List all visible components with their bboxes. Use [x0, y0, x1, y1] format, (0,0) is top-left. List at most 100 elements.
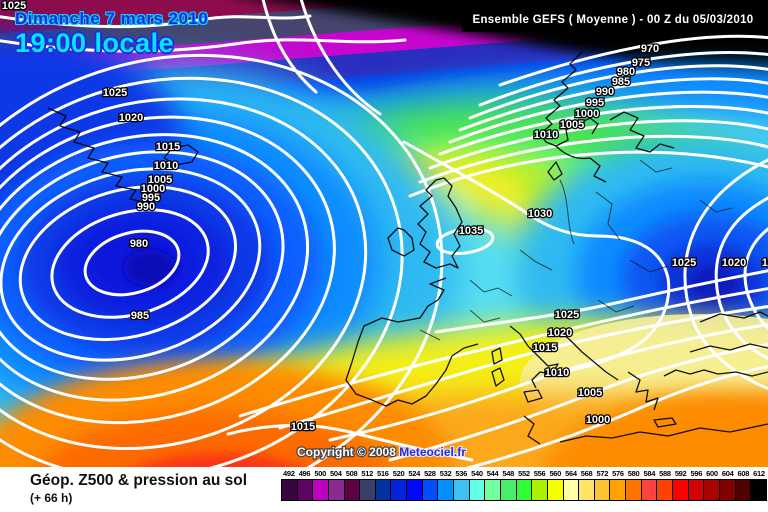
scale-value: 508	[345, 469, 358, 478]
scale-value: 544	[486, 469, 499, 478]
scale-swatch	[641, 480, 657, 500]
scale-swatch	[391, 480, 407, 500]
isobar-label: 975	[632, 57, 650, 69]
isobar-label: 1000	[141, 183, 165, 195]
scale-value: 516	[377, 469, 389, 478]
isobar-label: 990	[137, 201, 155, 213]
scale-value: 556	[533, 469, 546, 478]
scale-values-row: 492 496 500 504 508 512 516 520 524 528 532 536 540 5…	[281, 469, 767, 478]
map-area: 1025 1025 1020 1015 1010 1005 1000 995 990 980 985…	[0, 0, 768, 467]
scale-value: 528	[424, 469, 436, 478]
scale-value: 580	[627, 469, 640, 478]
isobar-label: 1020	[722, 257, 746, 269]
scale-value: 564	[565, 469, 577, 478]
isobar-label: 1020	[119, 112, 143, 124]
isobar-label: 970	[641, 43, 659, 55]
isobar-label: 1020	[548, 327, 572, 339]
isobar-label: 1030	[528, 208, 552, 220]
color-scale: 492 496 500 504 508 512 516 520 524 528 532 536 540 5…	[281, 469, 767, 501]
scale-swatch	[375, 480, 391, 500]
scale-value: 560	[549, 469, 562, 478]
scale-value: 612	[753, 469, 765, 478]
scale-swatch	[532, 480, 547, 500]
isobar-label: 1010	[534, 129, 558, 141]
scale-value: 600	[706, 469, 718, 478]
weather-map: 1025102510201015101010051000995990980985…	[0, 0, 768, 467]
isobar-label: 1015	[533, 342, 557, 354]
isobar-label: 1015	[762, 257, 768, 269]
scale-value: 524	[408, 469, 421, 478]
isobar-label: 1025	[103, 87, 127, 99]
isobar-label: 1005	[578, 387, 602, 399]
isobar-label: 990	[596, 86, 614, 98]
isobar-label: 980	[130, 238, 148, 250]
scale-value: 532	[439, 469, 452, 478]
scale-value: 592	[674, 469, 687, 478]
scale-swatch	[313, 480, 328, 500]
scale-value: 540	[471, 469, 483, 478]
scale-swatch	[469, 480, 485, 500]
scale-value: 608	[737, 469, 750, 478]
scale-value: 536	[455, 469, 468, 478]
scale-value: 492	[283, 469, 295, 478]
isobar-label: 1035	[459, 225, 483, 237]
scale-value: 596	[690, 469, 703, 478]
scale-value: 520	[392, 469, 405, 478]
scale-swatch	[688, 480, 704, 500]
scale-swatch	[547, 480, 563, 500]
scale-swatch	[407, 480, 422, 500]
scale-swatch	[704, 480, 719, 500]
scale-value: 500	[314, 469, 326, 478]
scale-swatch	[673, 480, 688, 500]
scale-value: 496	[298, 469, 311, 478]
scale-swatch	[594, 480, 610, 500]
scale-value: 576	[612, 469, 624, 478]
isobar-label: 1025	[672, 257, 696, 269]
isobar-label: 1000	[586, 414, 610, 426]
scale-value: 552	[518, 469, 530, 478]
scale-value: 588	[659, 469, 671, 478]
scale-swatch	[328, 480, 344, 500]
scale-swatch	[422, 480, 438, 500]
copyright-prefix: Copyright © 2008	[297, 445, 399, 459]
scale-swatch	[485, 480, 500, 500]
scale-swatch	[751, 480, 766, 500]
isobar-label: 985	[131, 310, 149, 322]
scale-swatch	[719, 480, 735, 500]
isobar-label: 1025	[555, 309, 579, 321]
isobar-label: 1010	[154, 160, 178, 172]
scale-value: 572	[596, 469, 609, 478]
isobar-label: 1025	[2, 0, 26, 12]
scale-swatch	[282, 480, 297, 500]
footer-bar: Géop. Z500 & pression au sol (+ 66 h) 49…	[0, 467, 768, 512]
isobar-label: 995	[142, 192, 160, 204]
scale-value: 584	[643, 469, 656, 478]
scale-swatch	[344, 480, 360, 500]
scale-swatch	[563, 480, 579, 500]
model-run-label: Ensemble GEFS ( Moyenne ) - 00 Z du 05/0…	[462, 8, 764, 32]
scale-swatch	[657, 480, 673, 500]
copyright-brand: Meteociel.fr	[399, 445, 466, 459]
scale-swatch	[735, 480, 751, 500]
scale-swatch	[438, 480, 454, 500]
copyright-text: Copyright © 2008 Meteociel.fr	[297, 445, 466, 459]
scale-value: 548	[502, 469, 515, 478]
isobar-label: 980	[617, 66, 635, 78]
map-title: Géop. Z500 & pression au sol	[30, 472, 248, 489]
scale-swatch	[626, 480, 641, 500]
scale-swatch	[516, 480, 532, 500]
scale-swatch	[610, 480, 626, 500]
scale-value: 512	[361, 469, 373, 478]
isobar-labels: 1025102510201015101010051000995990980985…	[0, 0, 768, 434]
coastlines	[47, 51, 768, 445]
isobar-label: 1005	[148, 174, 172, 186]
isobar-label: 995	[586, 97, 604, 109]
isobar-label: 1015	[291, 421, 315, 433]
scale-swatch	[454, 480, 469, 500]
isobar-contours	[0, 0, 768, 467]
scale-value: 504	[330, 469, 342, 478]
isobar-label: 1010	[545, 367, 569, 379]
isobar-label: 1015	[156, 141, 180, 153]
scale-value: 604	[721, 469, 734, 478]
